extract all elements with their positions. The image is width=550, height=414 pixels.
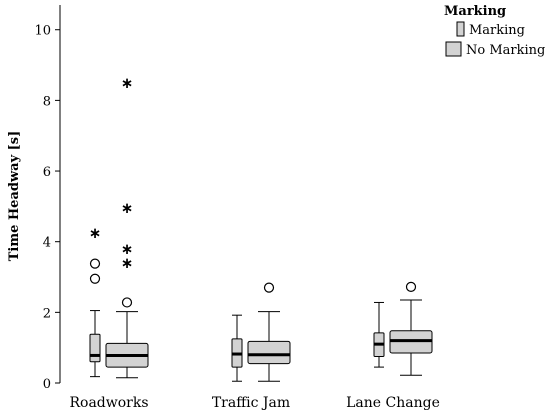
boxplot-no-marking-lane-change (389, 281, 433, 376)
category-labels: Roadworks Traffic Jam Lane Change (69, 395, 439, 411)
legend-label-marking: Marking (469, 23, 525, 38)
boxplot-marking-traffic-jam (231, 314, 243, 382)
legend-swatch-marking (456, 21, 465, 37)
y-tick-label: 8 (43, 94, 51, 109)
extreme-point: ∗ (121, 254, 134, 272)
box-group: ∗∗∗∗∗ (89, 74, 433, 382)
extreme-point: ∗ (121, 199, 134, 217)
extreme-point: ∗ (121, 240, 134, 258)
boxplot-marking-roadworks: ∗ (89, 224, 102, 378)
outlier-point (405, 281, 417, 293)
outlier-point (263, 282, 275, 293)
y-tick-label: 0 (43, 377, 51, 392)
extreme-point: ∗ (89, 224, 102, 242)
legend-label-no-marking: No Marking (466, 43, 545, 58)
y-ticks: 0 2 4 6 8 10 (34, 24, 60, 392)
legend-swatch-no-marking (445, 41, 462, 57)
outlier-point (89, 258, 101, 269)
legend-title: Marking (444, 4, 506, 19)
x-category-label: Roadworks (69, 395, 148, 411)
outlier-point (89, 273, 101, 284)
legend: Marking Marking No Marking (444, 4, 545, 58)
x-category-label: Traffic Jam (212, 395, 290, 411)
boxplot-no-marking-roadworks: ∗∗∗∗ (105, 74, 149, 379)
y-tick-label: 6 (43, 165, 51, 180)
y-tick-label: 4 (43, 236, 51, 251)
x-category-label: Lane Change (346, 395, 440, 411)
iqr-box (89, 333, 101, 363)
y-tick-label: 2 (43, 306, 51, 321)
y-axis-label: Time Headway [s] (7, 131, 22, 262)
iqr-box (247, 340, 291, 365)
y-tick-label: 10 (34, 24, 51, 39)
boxplot-no-marking-traffic-jam (247, 282, 291, 382)
boxplot-marking-lane-change (373, 301, 385, 368)
outlier-point (121, 297, 133, 308)
extreme-point: ∗ (121, 74, 134, 92)
